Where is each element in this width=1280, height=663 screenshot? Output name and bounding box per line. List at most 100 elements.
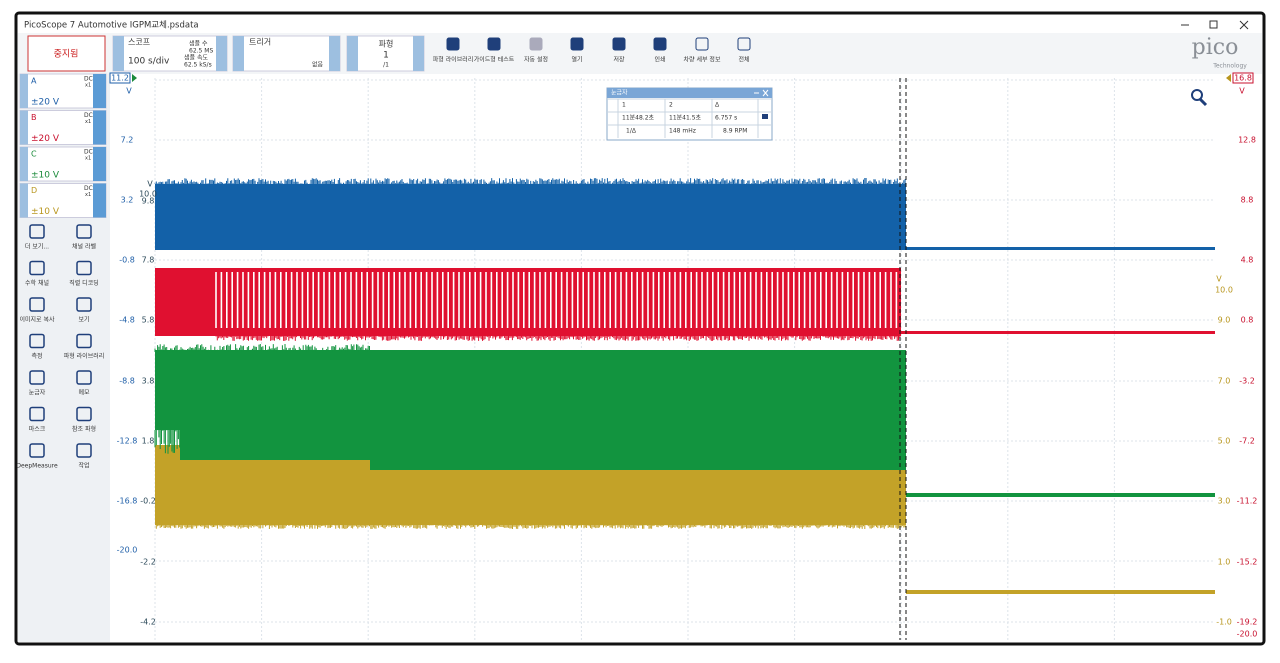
toolbar-button-label: 열기 — [571, 56, 582, 64]
trigger-minus[interactable] — [233, 36, 244, 71]
axis-label: -20.0 — [117, 546, 138, 555]
tool-icon[interactable] — [76, 224, 92, 239]
axis-marker[interactable] — [1232, 72, 1254, 84]
axis-label: -0.8 — [119, 256, 135, 265]
toolbar-icon[interactable] — [653, 37, 667, 51]
toolbar-icon[interactable] — [446, 37, 460, 51]
toolbar-icon[interactable] — [612, 37, 626, 51]
waveform-minus[interactable] — [347, 36, 358, 71]
axis-label: 7.0 — [1218, 377, 1231, 386]
tool-icon[interactable] — [29, 370, 45, 385]
toolbar-button-label: 차량 세부 정보 — [684, 56, 721, 64]
waveform-noise — [154, 430, 181, 454]
toolbar-button-label: 자동 설정 — [524, 56, 548, 64]
ruler-cell: 11분48.2초 — [622, 115, 655, 122]
tool-icon[interactable] — [29, 224, 45, 239]
channel-plus[interactable] — [93, 74, 106, 108]
tool-label: 보기 — [78, 316, 89, 324]
axis-label: -12.8 — [117, 437, 138, 446]
scope-panel — [112, 35, 228, 72]
tool-label: 작업 — [78, 462, 89, 470]
channel-minus[interactable] — [20, 74, 28, 108]
waveform-total: /1 — [383, 62, 389, 69]
tool-icon[interactable] — [76, 333, 92, 349]
tool-label: 측정 — [31, 352, 42, 360]
trigger-plus[interactable] — [329, 36, 340, 71]
ruler-lock[interactable] — [762, 114, 768, 119]
channel-minus[interactable] — [20, 183, 28, 218]
channel-coupling: DC — [84, 76, 93, 83]
toolbar-icon[interactable] — [529, 37, 543, 51]
channel-plus[interactable] — [93, 183, 106, 218]
axis-label: -8.8 — [119, 377, 135, 386]
axis-label: 10.0 — [1215, 286, 1233, 295]
axis-label: 3.8 — [142, 377, 155, 386]
ruler-header: 1 — [622, 102, 626, 109]
ruler-cell: 1/Δ — [626, 128, 637, 135]
axis-label: -0.2 — [140, 497, 156, 506]
axis-label: 12.8 — [1238, 136, 1256, 145]
waveform-d-after — [906, 590, 1215, 594]
trigger-mode: 없음 — [312, 61, 324, 69]
timebase: 100 s/div — [128, 57, 170, 67]
ruler-header: Δ — [715, 102, 720, 109]
tool-icon[interactable] — [76, 443, 92, 458]
ruler-cell: 148 mHz — [669, 128, 696, 135]
toolbar-icon[interactable] — [570, 37, 584, 51]
axis-label: -19.2 — [1237, 618, 1258, 627]
stop-button[interactable] — [27, 35, 106, 72]
zoom-icon[interactable] — [1191, 89, 1203, 101]
tool-icon[interactable] — [29, 406, 45, 422]
toolbar-icon[interactable] — [695, 37, 709, 51]
ruler-cell: 8.9 RPM — [723, 128, 747, 135]
axis-label: -4.8 — [119, 316, 135, 325]
channel-probe: x1 — [85, 192, 91, 198]
axis-label: -7.2 — [1239, 437, 1255, 446]
close[interactable] — [1239, 20, 1249, 30]
waveform-plus[interactable] — [413, 36, 424, 71]
ruler-titlebar — [607, 88, 772, 98]
channel-card[interactable] — [19, 73, 107, 109]
tool-label: 눈금자 — [29, 389, 46, 397]
axis-marker[interactable] — [109, 72, 131, 84]
toolbar-button-label: 파형 라이브러리 — [433, 56, 474, 64]
channel-plus[interactable] — [93, 147, 106, 181]
waveform-noise — [155, 525, 906, 529]
rate-label: 샘플 속도 — [184, 54, 208, 62]
toolbar-icon[interactable] — [487, 37, 501, 51]
axis-unit: V — [1239, 87, 1245, 96]
ruler-controls[interactable] — [754, 89, 769, 97]
axis-label: -11.2 — [1237, 497, 1258, 506]
toolbar-icon[interactable] — [737, 37, 751, 51]
stop-label: 중지됨 — [54, 48, 79, 60]
axis-label: -2.2 — [140, 558, 156, 567]
tool-icon[interactable] — [76, 406, 92, 422]
tool-label: 마스크 — [29, 425, 46, 433]
channel-minus[interactable] — [20, 110, 28, 145]
tool-icon[interactable] — [76, 370, 92, 385]
tool-icon[interactable] — [76, 260, 92, 276]
toolbar-button-label: 저장 — [613, 56, 625, 64]
tool-icon[interactable] — [29, 333, 45, 349]
channel-minus[interactable] — [20, 147, 28, 181]
waveform-a — [155, 184, 906, 250]
tool-icon[interactable] — [29, 260, 45, 276]
axis-label: 10.0 — [139, 190, 157, 199]
scope-minus[interactable] — [113, 36, 124, 71]
tool-icon[interactable] — [29, 297, 45, 312]
tool-label: 이미지로 복사 — [19, 316, 55, 324]
tool-icon[interactable] — [29, 443, 45, 458]
axis-unit: V — [147, 180, 153, 189]
zoom-handle — [1198, 97, 1208, 107]
channel-plus[interactable] — [93, 110, 106, 145]
channel-range: ±20 V — [31, 134, 60, 144]
channel-name: D — [31, 186, 37, 195]
channel-range: ±20 V — [31, 98, 60, 108]
restore[interactable] — [1209, 20, 1218, 29]
waveform-noise — [154, 344, 370, 352]
axis-label: 1.8 — [142, 437, 155, 446]
scope-plus[interactable] — [216, 36, 227, 71]
ruler-cell: 6.757 s — [715, 115, 737, 122]
tool-icon[interactable] — [76, 297, 92, 312]
